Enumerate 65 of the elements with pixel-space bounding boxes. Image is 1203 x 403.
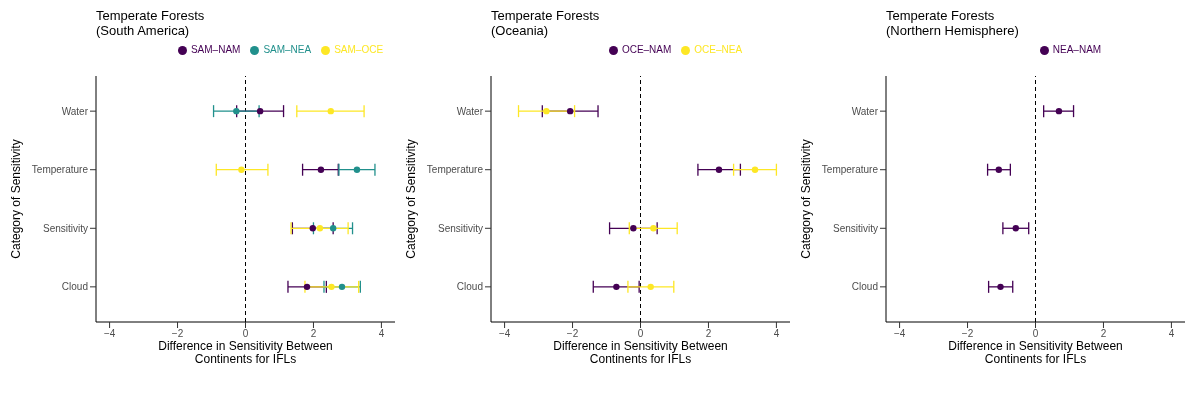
point <box>327 107 334 115</box>
y-axis-title: Category of Sensitivity <box>799 139 814 259</box>
x-tick-label: −2 <box>566 328 579 340</box>
y-tick-label: Sensitivity <box>437 222 483 234</box>
x-tick-label: 4 <box>773 328 780 340</box>
point <box>1012 225 1019 232</box>
y-tick-label: Cloud <box>851 281 878 293</box>
point <box>566 107 574 115</box>
x-tick-label: −4 <box>498 328 511 340</box>
x-tick-label: 0 <box>1032 328 1039 340</box>
legend-label: OCE–NAM <box>621 44 672 55</box>
point <box>543 107 550 115</box>
chart-title: Temperate Forests (Northern Hemisphere) <box>885 8 1020 40</box>
y-tick-label: Temperature <box>821 164 879 176</box>
x-tick-label: 0 <box>637 328 644 340</box>
chart-title: Temperate Forests (South America) <box>95 8 206 40</box>
legend-label: OCE–NEA <box>694 44 743 55</box>
y-tick-label: Water <box>851 105 879 117</box>
point <box>1055 107 1063 115</box>
y-tick-label: Sensitivity <box>832 222 878 234</box>
point <box>353 166 361 173</box>
y-tick-label: Temperature <box>31 164 89 176</box>
point <box>316 225 324 232</box>
x-tick-label: 4 <box>378 328 385 340</box>
point <box>613 283 620 291</box>
point <box>309 225 316 232</box>
legend-label: SAM–NEA <box>263 44 312 55</box>
point <box>303 283 311 291</box>
point <box>647 283 654 291</box>
point <box>650 225 657 232</box>
legend-label: SAM–NAM <box>190 44 241 55</box>
point <box>715 166 723 173</box>
point <box>995 166 1003 173</box>
point <box>997 283 1004 291</box>
point <box>238 166 245 173</box>
y-tick-label: Water <box>456 105 484 117</box>
y-axis-title: Category of Sensitivity <box>404 139 419 259</box>
x-tick-label: 0 <box>242 328 249 340</box>
y-tick-label: Cloud <box>456 281 483 293</box>
y-tick-label: Temperature <box>426 164 484 176</box>
chart-title: Temperate Forests (Oceania) <box>490 8 601 40</box>
x-axis-title: Difference in Sensitivity Between Continents for IFLs <box>157 339 334 366</box>
y-tick-label: Sensitivity <box>42 222 88 234</box>
y-tick-label: Cloud <box>61 281 88 293</box>
point <box>329 225 337 232</box>
point <box>256 107 264 115</box>
x-axis-title: Difference in Sensitivity Between Continents for IFLs <box>552 339 729 366</box>
y-axis-title: Category of Sensitivity <box>9 139 24 259</box>
x-tick-label: 4 <box>1168 328 1175 340</box>
x-tick-label: −2 <box>171 328 184 340</box>
point <box>338 283 346 291</box>
x-tick-label: −4 <box>103 328 116 340</box>
y-tick-label: Water <box>61 105 89 117</box>
legend-label: SAM–OCE <box>334 44 384 55</box>
x-axis-title: Difference in Sensitivity Between Continents for IFLs <box>947 339 1124 366</box>
x-tick-label: 2 <box>1100 328 1107 340</box>
point <box>751 166 759 173</box>
legend-label: NEA–NAM <box>1052 44 1102 55</box>
x-tick-label: 2 <box>310 328 317 340</box>
x-tick-label: −2 <box>961 328 974 340</box>
point <box>317 166 325 173</box>
point <box>328 283 335 291</box>
point <box>630 225 637 232</box>
x-tick-label: 2 <box>705 328 712 340</box>
x-tick-label: −4 <box>893 328 906 340</box>
